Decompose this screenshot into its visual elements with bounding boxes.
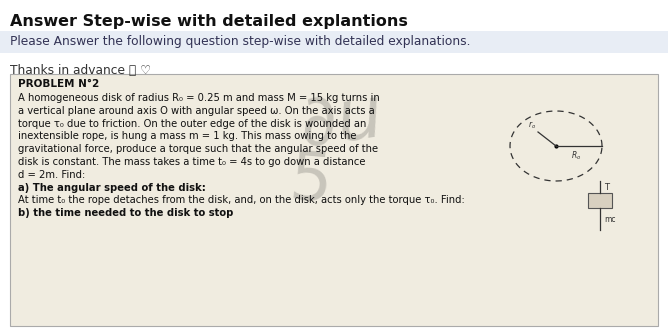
Text: torque τ₀ due to friction. On the outer edge of the disk is wounded an: torque τ₀ due to friction. On the outer … bbox=[18, 119, 366, 129]
Text: Thanks in advance 🙏 ♡: Thanks in advance 🙏 ♡ bbox=[10, 64, 151, 77]
FancyBboxPatch shape bbox=[588, 193, 612, 208]
Bar bbox=[0, 31, 668, 53]
Text: d = 2m. Find:: d = 2m. Find: bbox=[18, 170, 86, 180]
FancyBboxPatch shape bbox=[10, 74, 658, 326]
Text: $\partial u$: $\partial u$ bbox=[295, 80, 385, 162]
Text: a) The angular speed of the disk:: a) The angular speed of the disk: bbox=[18, 182, 206, 193]
Text: Please Answer the following question step-wise with detailed explanations.: Please Answer the following question ste… bbox=[10, 36, 470, 48]
Text: inextensible rope, is hung a mass m = 1 kg. This mass owing to the: inextensible rope, is hung a mass m = 1 … bbox=[18, 131, 357, 141]
Text: mc: mc bbox=[604, 214, 615, 223]
Text: disk is constant. The mass takes a time t₀ = 4s to go down a distance: disk is constant. The mass takes a time … bbox=[18, 157, 365, 167]
Text: $r_o$: $r_o$ bbox=[528, 120, 536, 131]
Text: $5$: $5$ bbox=[286, 147, 330, 215]
Text: A homogeneous disk of radius R₀ = 0.25 m and mass M = 15 kg turns in: A homogeneous disk of radius R₀ = 0.25 m… bbox=[18, 93, 379, 103]
Text: PROBLEM N°2: PROBLEM N°2 bbox=[18, 79, 100, 89]
Text: T: T bbox=[604, 182, 609, 192]
Text: $R_o$: $R_o$ bbox=[571, 149, 581, 162]
Text: At time t₀ the rope detaches from the disk, and, on the disk, acts only the torq: At time t₀ the rope detaches from the di… bbox=[18, 196, 465, 205]
Text: gravitational force, produce a torque such that the angular speed of the: gravitational force, produce a torque su… bbox=[18, 144, 378, 154]
Text: b) the time needed to the disk to stop: b) the time needed to the disk to stop bbox=[18, 208, 233, 218]
Text: a vertical plane around axis O with angular speed ω. On the axis acts a: a vertical plane around axis O with angu… bbox=[18, 106, 375, 116]
Text: Answer Step-wise with detailed explantions: Answer Step-wise with detailed explantio… bbox=[10, 14, 408, 29]
